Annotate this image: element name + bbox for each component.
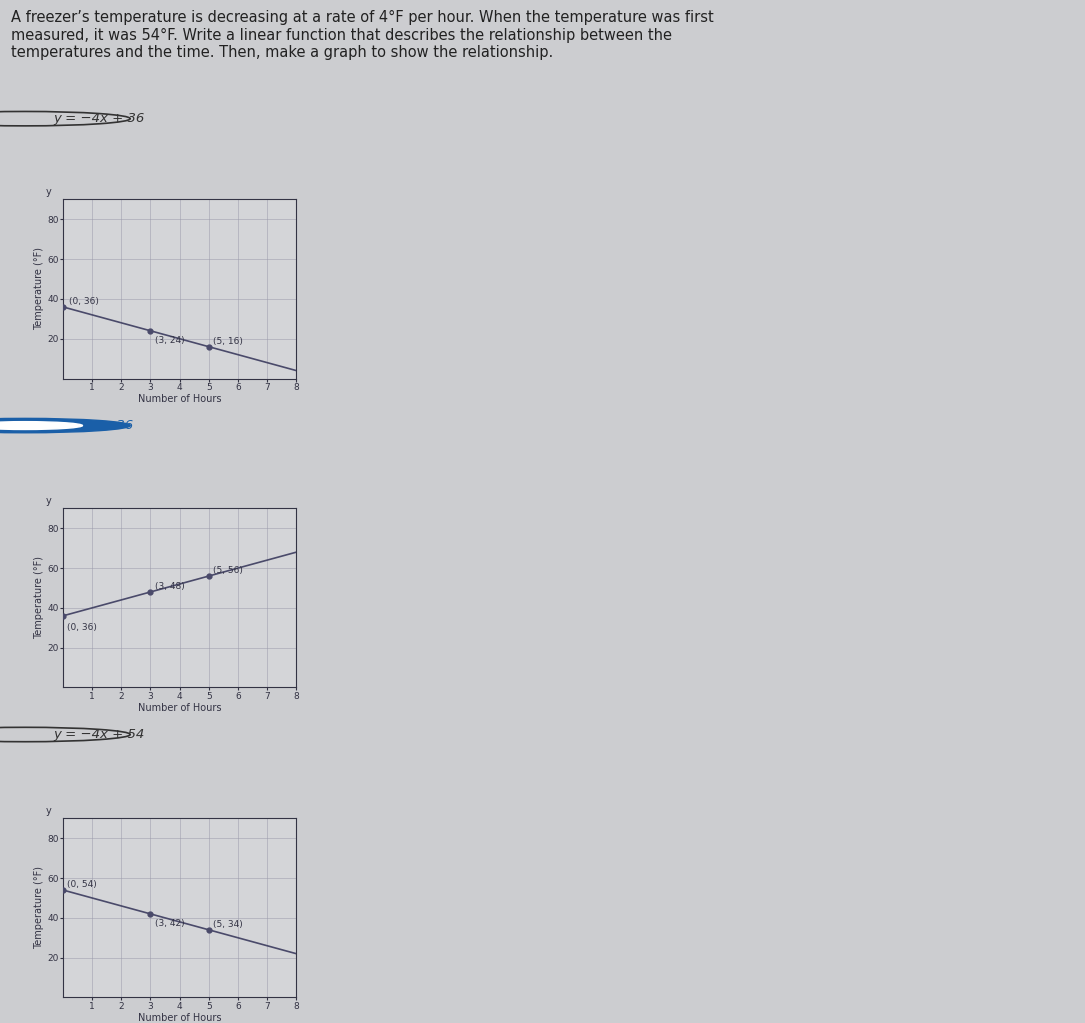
Text: (3, 42): (3, 42) [155, 919, 184, 928]
Text: (3, 24): (3, 24) [155, 336, 184, 345]
X-axis label: Number of Hours: Number of Hours [138, 704, 221, 713]
Text: (0, 36): (0, 36) [67, 623, 98, 632]
X-axis label: Number of Hours: Number of Hours [138, 1014, 221, 1023]
Text: (5, 16): (5, 16) [213, 337, 243, 346]
X-axis label: Number of Hours: Number of Hours [138, 395, 221, 404]
Text: (5, 34): (5, 34) [213, 920, 243, 929]
Circle shape [0, 418, 130, 433]
Text: y = 4x + 36: y = 4x + 36 [54, 419, 133, 432]
Text: (3, 48): (3, 48) [155, 582, 184, 591]
Text: y: y [46, 806, 51, 816]
Text: A freezer’s temperature is decreasing at a rate of 4°F per hour. When the temper: A freezer’s temperature is decreasing at… [11, 10, 714, 60]
Text: (0, 36): (0, 36) [68, 297, 99, 306]
Text: (5, 56): (5, 56) [213, 566, 243, 575]
Y-axis label: Temperature (°F): Temperature (°F) [35, 248, 44, 330]
Text: (0, 54): (0, 54) [67, 880, 97, 889]
Text: y: y [46, 496, 51, 506]
Y-axis label: Temperature (°F): Temperature (°F) [35, 557, 44, 639]
Text: y: y [46, 187, 51, 197]
Text: y = −4x + 36: y = −4x + 36 [54, 113, 145, 125]
Y-axis label: Temperature (°F): Temperature (°F) [35, 866, 44, 949]
Circle shape [0, 421, 82, 430]
Text: y = −4x + 54: y = −4x + 54 [54, 728, 145, 741]
